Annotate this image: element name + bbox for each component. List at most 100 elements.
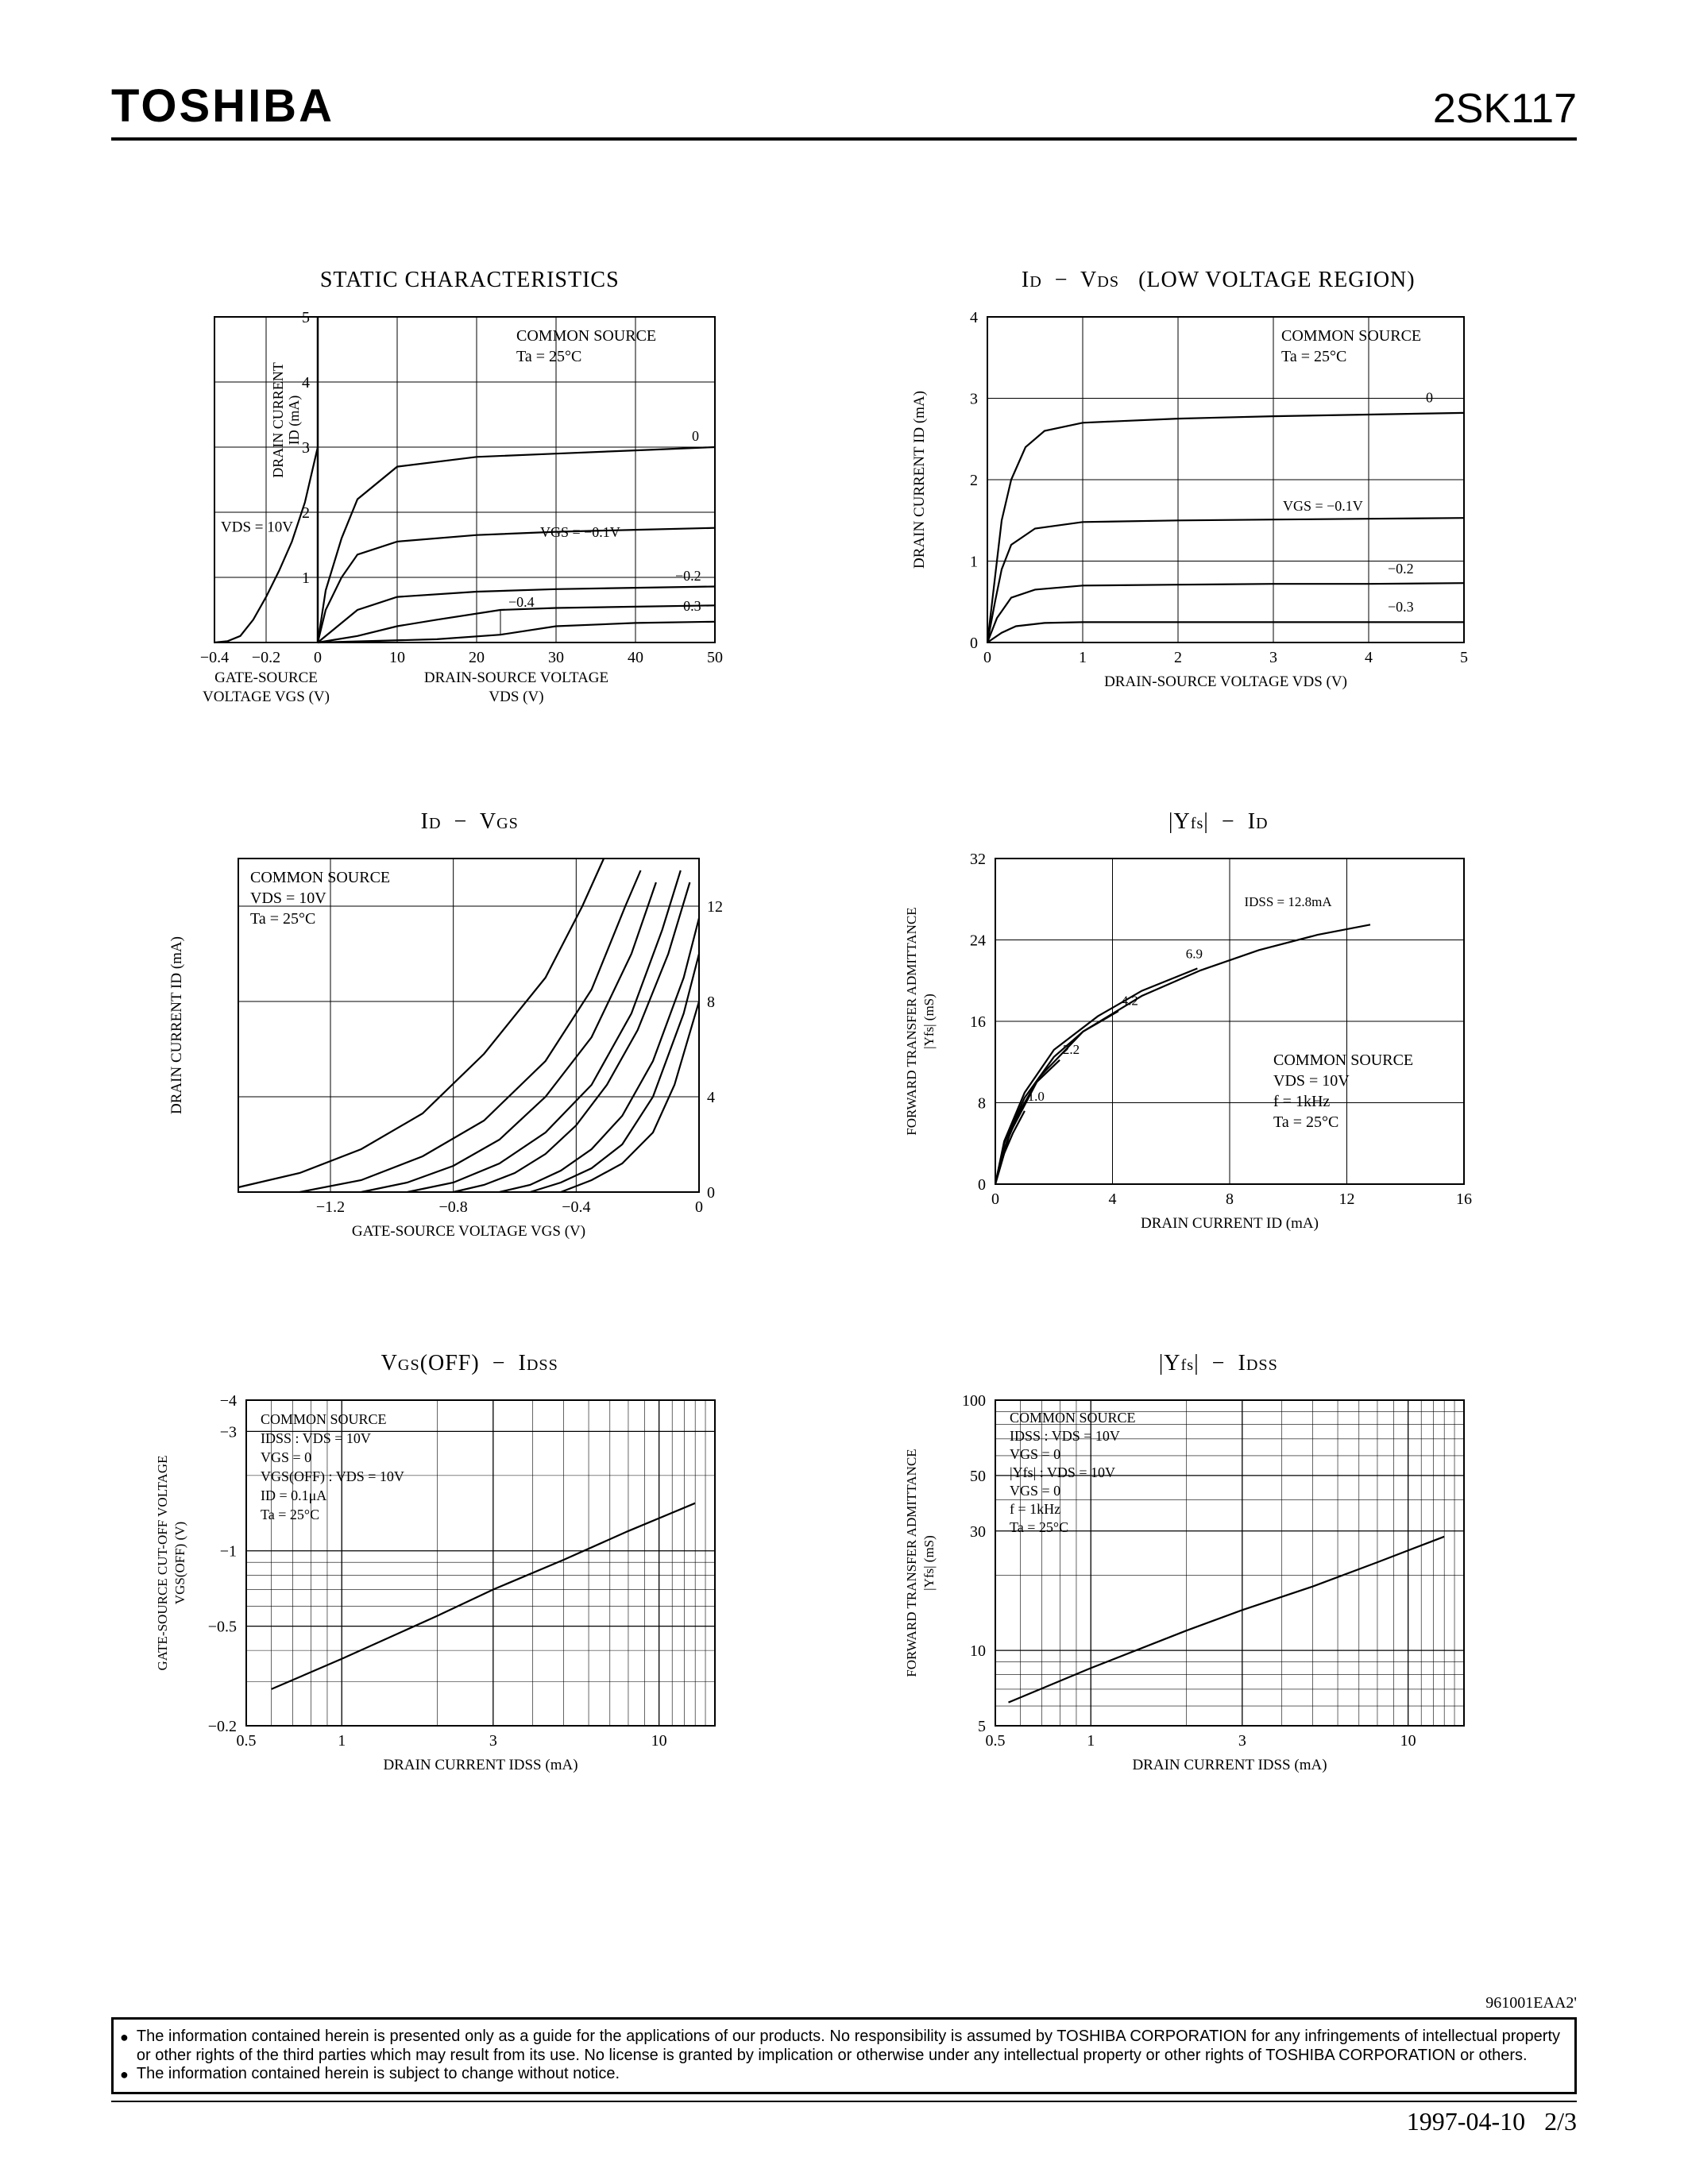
svg-text:2: 2 xyxy=(970,472,978,489)
svg-text:10: 10 xyxy=(1400,1732,1416,1750)
chart-4-svg: 048121608162432COMMON SOURCEVDS = 10Vf =… xyxy=(892,843,1496,1287)
bullet-icon: ● xyxy=(120,2028,129,2047)
part-number: 2SK117 xyxy=(1433,85,1577,133)
svg-text:10: 10 xyxy=(970,1642,986,1660)
svg-text:VGS = 0: VGS = 0 xyxy=(1010,1446,1060,1462)
chart-2-svg: 01234501234COMMON SOURCETa = 25°C0VGS = … xyxy=(892,301,1496,746)
svg-text:Ta = 25°C: Ta = 25°C xyxy=(261,1507,319,1522)
svg-text:−0.2: −0.2 xyxy=(1388,561,1414,577)
chart-5-svg: 0.51310−0.2−0.5−1−3−4COMMON SOURCEIDSS :… xyxy=(143,1384,747,1829)
svg-text:−0.2: −0.2 xyxy=(675,568,701,584)
svg-text:|Yfs| (mS): |Yfs| (mS) xyxy=(921,1535,937,1591)
svg-text:3: 3 xyxy=(489,1732,497,1750)
svg-text:VDS = 10V: VDS = 10V xyxy=(1273,1072,1350,1090)
svg-text:Ta = 25°C: Ta = 25°C xyxy=(1010,1519,1068,1535)
svg-text:VGS = −0.1V: VGS = −0.1V xyxy=(1283,498,1363,514)
chart-5-title: VGS(OFF) − IDSS xyxy=(143,1351,797,1376)
svg-text:5: 5 xyxy=(1460,649,1468,666)
svg-text:−0.2: −0.2 xyxy=(252,649,280,666)
svg-text:3: 3 xyxy=(1269,649,1277,666)
svg-text:Ta = 25°C: Ta = 25°C xyxy=(1281,348,1346,365)
svg-text:GATE-SOURCE VOLTAGE VGS (V: GATE-SOURCE VOLTAGE VGS (V) xyxy=(352,1223,585,1240)
svg-text:−4: −4 xyxy=(220,1392,237,1410)
chart-6-title: |Yfs| − IDSS xyxy=(892,1351,1546,1376)
svg-text:IDSS : VDS = 10V: IDSS : VDS = 10V xyxy=(261,1430,371,1446)
svg-text:FORWARD TRANSFER ADMITTANCE: FORWARD TRANSFER ADMITTANCE xyxy=(904,1449,919,1677)
svg-text:1: 1 xyxy=(970,554,978,571)
svg-text:12: 12 xyxy=(1338,1190,1354,1208)
svg-text:1: 1 xyxy=(1079,649,1087,666)
svg-text:IDSS = 12.8mA: IDSS = 12.8mA xyxy=(1244,894,1332,909)
svg-text:DRAIN-SOURCE VOLTAGE: DRAIN-SOURCE VOLTAGE xyxy=(424,669,608,686)
svg-text:0: 0 xyxy=(970,635,978,652)
svg-text:4: 4 xyxy=(1108,1190,1116,1208)
svg-text:VGS = 0: VGS = 0 xyxy=(261,1449,311,1465)
svg-text:5: 5 xyxy=(978,1718,986,1735)
svg-text:−0.2: −0.2 xyxy=(208,1718,237,1735)
svg-text:40: 40 xyxy=(628,649,643,666)
svg-text:50: 50 xyxy=(970,1468,986,1485)
svg-text:3: 3 xyxy=(970,391,978,408)
disclaimer-box: ● The information contained herein is pr… xyxy=(111,2017,1577,2094)
chart-6-svg: 0.513105103050100COMMON SOURCEIDSS : VDS… xyxy=(892,1384,1496,1829)
svg-text:50: 50 xyxy=(707,649,723,666)
svg-text:30: 30 xyxy=(970,1523,986,1541)
svg-text:100: 100 xyxy=(962,1392,986,1410)
svg-text:0: 0 xyxy=(695,1198,703,1216)
svg-text:0: 0 xyxy=(1426,390,1433,406)
svg-text:4: 4 xyxy=(970,309,978,326)
svg-text:0: 0 xyxy=(983,649,991,666)
svg-text:−0.4: −0.4 xyxy=(508,594,535,610)
svg-text:COMMON SOURCE: COMMON SOURCE xyxy=(1281,327,1421,345)
brand-logo: TOSHIBA xyxy=(111,79,334,133)
disclaimer-1: The information contained herein is pres… xyxy=(137,2028,1560,2065)
svg-text:GATE-SOURCE: GATE-SOURCE xyxy=(214,669,318,686)
svg-text:f = 1kHz: f = 1kHz xyxy=(1010,1501,1060,1517)
svg-text:−0.8: −0.8 xyxy=(439,1198,468,1216)
svg-text:DRAIN CURRENT ID (mA): DRAIN CURRENT ID (mA) xyxy=(168,936,185,1114)
svg-text:8: 8 xyxy=(978,1095,986,1113)
svg-text:|Yfs| : VDS = 10V: |Yfs| : VDS = 10V xyxy=(1010,1464,1115,1480)
svg-text:Ta = 25°C: Ta = 25°C xyxy=(516,348,581,365)
svg-text:4: 4 xyxy=(302,374,310,392)
svg-text:24: 24 xyxy=(970,932,986,950)
page-header: TOSHIBA 2SK117 xyxy=(111,79,1577,141)
svg-text:COMMON SOURCE: COMMON SOURCE xyxy=(250,869,390,886)
svg-text:COMMON SOURCE: COMMON SOURCE xyxy=(1010,1410,1136,1426)
svg-text:1.0: 1.0 xyxy=(1027,1089,1044,1104)
svg-text:4: 4 xyxy=(1365,649,1373,666)
svg-text:30: 30 xyxy=(548,649,564,666)
svg-text:−3: −3 xyxy=(220,1423,237,1441)
svg-text:16: 16 xyxy=(1456,1190,1472,1208)
chart-3-svg: −1.2−0.8−0.4004812COMMON SOURCEVDS = 10V… xyxy=(143,843,747,1287)
svg-text:10: 10 xyxy=(651,1732,667,1750)
svg-text:32: 32 xyxy=(970,851,986,868)
svg-text:DRAIN CURRENT ID (mA): DRAIN CURRENT ID (mA) xyxy=(1141,1215,1319,1232)
svg-text:Ta = 25°C: Ta = 25°C xyxy=(1273,1113,1338,1131)
svg-text:COMMON SOURCE: COMMON SOURCE xyxy=(1273,1051,1413,1069)
svg-text:0: 0 xyxy=(978,1176,986,1194)
svg-text:16: 16 xyxy=(970,1013,986,1031)
svg-text:VGS(OFF) (V): VGS(OFF) (V) xyxy=(172,1522,187,1604)
footer-date: 1997-04-10 xyxy=(1407,2107,1525,2136)
svg-text:Ta = 25°C: Ta = 25°C xyxy=(250,910,315,928)
svg-text:VGS = −0.1V: VGS = −0.1V xyxy=(540,524,620,540)
chart-4-title: |Yfs| − ID xyxy=(892,809,1546,835)
svg-text:−0.5: −0.5 xyxy=(208,1619,237,1636)
svg-text:0: 0 xyxy=(692,428,699,444)
footer-page: 2/3 xyxy=(1544,2107,1577,2136)
chart-2-title: ID − VDS (LOW VOLTAGE REGION) xyxy=(892,268,1546,293)
svg-text:−1: −1 xyxy=(220,1543,237,1561)
svg-text:DRAIN-SOURCE VOLTAGE VDS (: DRAIN-SOURCE VOLTAGE VDS (V) xyxy=(1104,673,1347,690)
page-footer: 1997-04-10 2/3 xyxy=(111,2101,1577,2136)
svg-text:f = 1kHz: f = 1kHz xyxy=(1273,1093,1330,1110)
svg-text:ID = 0.1μA: ID = 0.1μA xyxy=(261,1488,326,1503)
svg-text:FORWARD TRANSFER ADMITTANCE: FORWARD TRANSFER ADMITTANCE xyxy=(904,907,919,1135)
chart-6: |Yfs| − IDSS 0.513105103050100COMMON SOU… xyxy=(892,1351,1546,1829)
svg-text:VDS = 10V: VDS = 10V xyxy=(221,519,293,536)
svg-text:|Yfs| (mS): |Yfs| (mS) xyxy=(921,994,937,1049)
svg-text:DRAIN CURRENT IDSS (mA): DRAIN CURRENT IDSS (mA) xyxy=(383,1757,577,1773)
chart-1-title: STATIC CHARACTERISTICS xyxy=(143,268,797,293)
svg-text:COMMON SOURCE: COMMON SOURCE xyxy=(261,1411,387,1427)
svg-text:0: 0 xyxy=(991,1190,999,1208)
